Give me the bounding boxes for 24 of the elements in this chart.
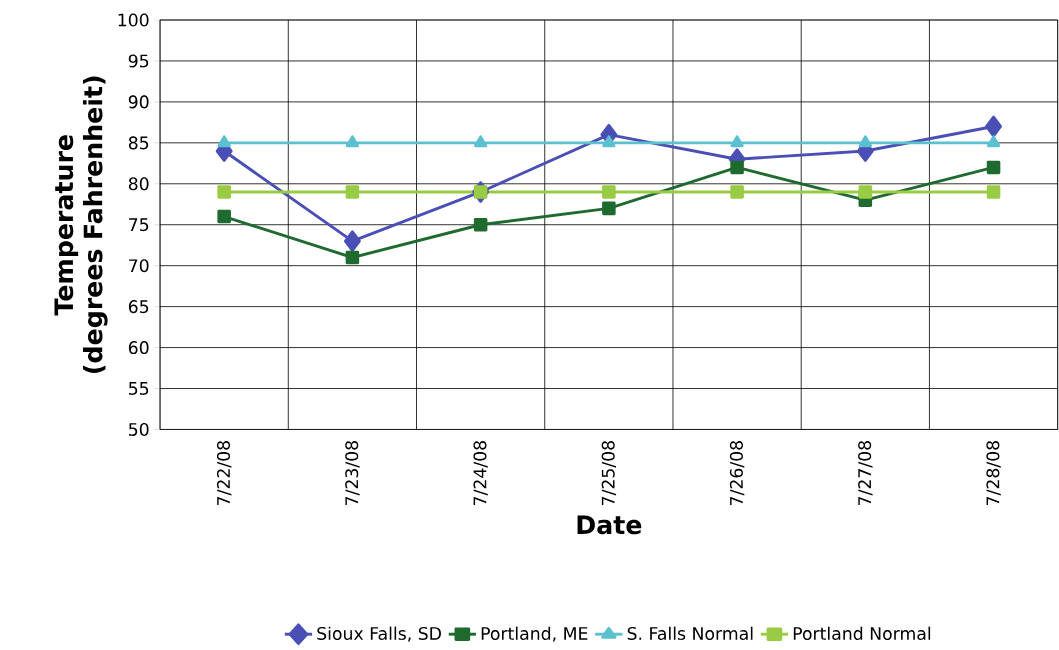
y-tick-label: 75 (129, 218, 149, 232)
legend-label: S. Falls Normal (627, 626, 753, 641)
y-tick-label: 95 (128, 54, 149, 68)
y-tick-label: 100 (118, 13, 149, 27)
y-axis-title: Temperature (degrees Fahrenheit) (54, 76, 108, 374)
legend-label: Portland, ME (481, 626, 588, 642)
x-tick-label: 7/24/08 (473, 441, 488, 506)
x-axis-title: Date (577, 515, 642, 535)
legend-label: Portland Normal (793, 626, 931, 641)
x-tick-label: 7/26/08 (729, 441, 745, 506)
y-tick-label: 55 (129, 382, 149, 396)
y-tick-label: 85 (128, 136, 149, 150)
x-tick-label: 7/27/08 (858, 441, 873, 506)
y-tick-label: 60 (128, 341, 149, 355)
x-tick-label: 7/22/08 (216, 441, 232, 506)
y-tick-label: 65 (128, 300, 149, 314)
y-tick-label: 50 (129, 423, 149, 437)
y-tick-label: 80 (128, 177, 149, 191)
x-tick-label: 7/28/08 (986, 441, 1001, 506)
x-tick-label: 7/23/08 (345, 441, 360, 506)
y-tick-label: 90 (128, 95, 149, 109)
y-tick-label: 70 (129, 259, 149, 273)
legend-label: Sioux Falls, SD (317, 626, 441, 642)
x-tick-label: 7/25/08 (601, 441, 617, 506)
